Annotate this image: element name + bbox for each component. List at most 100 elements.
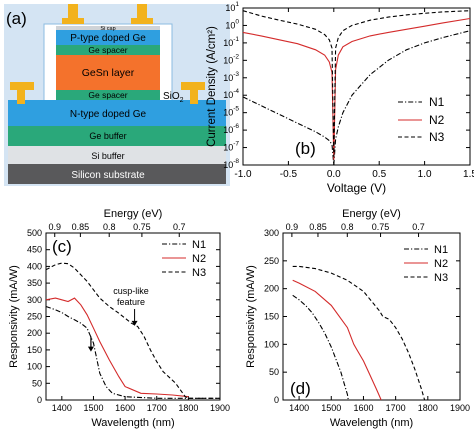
gesn-label: GeSn layer [82,67,135,79]
legend-label-n2: N2 [434,258,448,270]
bottom-contact-right [181,82,205,104]
y-tick-label: 200 [27,328,42,338]
x-tick-label: 1.5 [463,169,474,180]
y-tick-label: 100 [264,339,279,349]
y-tick-label: 300 [27,295,42,305]
top-tick-label: 0.9 [286,222,299,232]
y-tick-label: 101 [225,1,239,13]
x-tick-label: -0.5 [280,169,298,180]
panel-label: (b) [295,139,316,158]
legend-label-n3: N3 [434,272,448,284]
x-tick-label: -1.0 [234,169,252,180]
y-axis-label: Responsivity (mA/W) [245,265,257,368]
chart-responsivity-d: 1400 1500 1600 1700 1800 1900 0 50 100 150 200 250 3… [245,208,470,429]
top-axis-label: Energy (eV) [104,208,163,220]
top-axis-label: Energy (eV) [342,208,401,220]
y-tick-label: 10-3 [223,71,239,83]
annotation-line1: cusp-like [113,286,149,296]
x-tick-label: 1500 [321,403,341,413]
top-tick-label: 0.75 [372,222,390,232]
x-tick-label: 1500 [83,403,103,413]
top-tick-label: 0.9 [48,222,61,232]
x-tick-label: 1800 [418,403,438,413]
substrate-label: Silicon substrate [71,170,145,181]
p-type-label: P-type doped Ge [70,33,146,44]
top-tick-label: 0.85 [309,222,327,232]
x-tick-label: 1400 [52,403,72,413]
y-tick-label: 150 [264,312,279,322]
x-tick-label: 1400 [289,403,309,413]
y-tick-label: 10-8 [223,158,239,170]
annotation-line2: feature [117,297,145,307]
si-cap-layer [56,26,160,30]
bottom-contact-left [10,82,34,104]
y-tick-label: 500 [27,228,42,238]
series-line-n2 [292,279,382,401]
y-tick-label: 400 [27,261,42,271]
legend-label-n2: N2 [429,113,445,127]
panel-a-label: (a) [6,9,27,28]
chart-iv: -1.0 -0.5 0.0 0.5 1.0 1.5 101 100 10-1 10-2 10-3 10… [206,1,474,195]
x-tick-label: 1700 [147,403,167,413]
x-tick-label: 0.5 [372,169,386,180]
top-tick-label: 0.8 [341,222,354,232]
legend-label-n3: N3 [429,130,445,144]
series-line-n1 [242,30,471,166]
x-tick-label: 1700 [386,403,406,413]
plot-frame [242,7,471,166]
top-contact-left [62,4,84,24]
top-tick-label: 0.75 [133,222,151,232]
y-tick-label: 100 [225,18,239,30]
series-line-n3 [242,10,471,157]
legend-label-n1: N1 [434,244,448,256]
series-line-n3 [45,262,220,399]
y-tick-label: 10-2 [223,53,239,65]
legend-label-n1: N1 [429,95,445,109]
x-axis-label: Wavelength (nm) [91,417,174,429]
y-tick-label: 250 [27,312,42,322]
x-tick-label: 1900 [210,403,230,413]
substrate-layer [8,164,226,184]
y-tick-label: 350 [27,278,42,288]
feature-arrow-head [87,346,94,352]
panel-label: (d) [290,379,311,398]
legend-label-n1: N1 [192,239,206,251]
chart-responsivity-c: 1400 1500 1600 1700 1800 1900 0 50 100 150 200 250 3… [8,208,230,429]
y-axis-label: Current Density (A/cm²) [206,26,218,147]
y-tick-label: 10-5 [223,106,239,118]
legend-label-n3: N3 [192,267,206,279]
x-tick-label: 1600 [353,403,373,413]
si-buffer-label: Si buffer [91,151,124,161]
series-line-n1 [45,305,220,399]
y-tick-label: 300 [264,228,279,238]
x-tick-label: 1.0 [418,169,432,180]
n-type-label: N-type doped Ge [70,109,147,120]
x-tick-label: 1900 [450,403,470,413]
y-tick-label: 100 [27,362,42,372]
y-tick-label: 150 [27,345,42,355]
sio2-label: SiO2 [163,91,184,104]
y-tick-label: 50 [32,378,42,388]
y-axis-label: Responsivity (mA/W) [8,265,20,368]
series-line-n2 [45,297,189,398]
annotation-arrow-head [131,320,138,326]
y-tick-label: 10-6 [223,123,239,135]
p-type-layer [56,30,160,45]
si-buffer-layer [8,146,226,164]
series-line-n1 [292,294,349,401]
x-tick-label: 1600 [115,403,135,413]
series-line-n2 [242,17,471,160]
y-tick-label: 0 [274,395,279,405]
top-tick-label: 0.8 [103,222,116,232]
gesn-layer [56,55,160,90]
top-contact-right [131,4,153,24]
y-tick-label: 450 [27,245,42,255]
legend-label-n2: N2 [192,253,206,265]
y-tick-label: 0 [37,395,42,405]
x-axis-label: Voltage (V) [327,181,386,195]
series-line-n3 [292,265,426,401]
y-tick-label: 200 [264,284,279,294]
n-type-layer [8,100,226,126]
ge-spacer-bottom-label: Ge spacer [88,90,127,100]
